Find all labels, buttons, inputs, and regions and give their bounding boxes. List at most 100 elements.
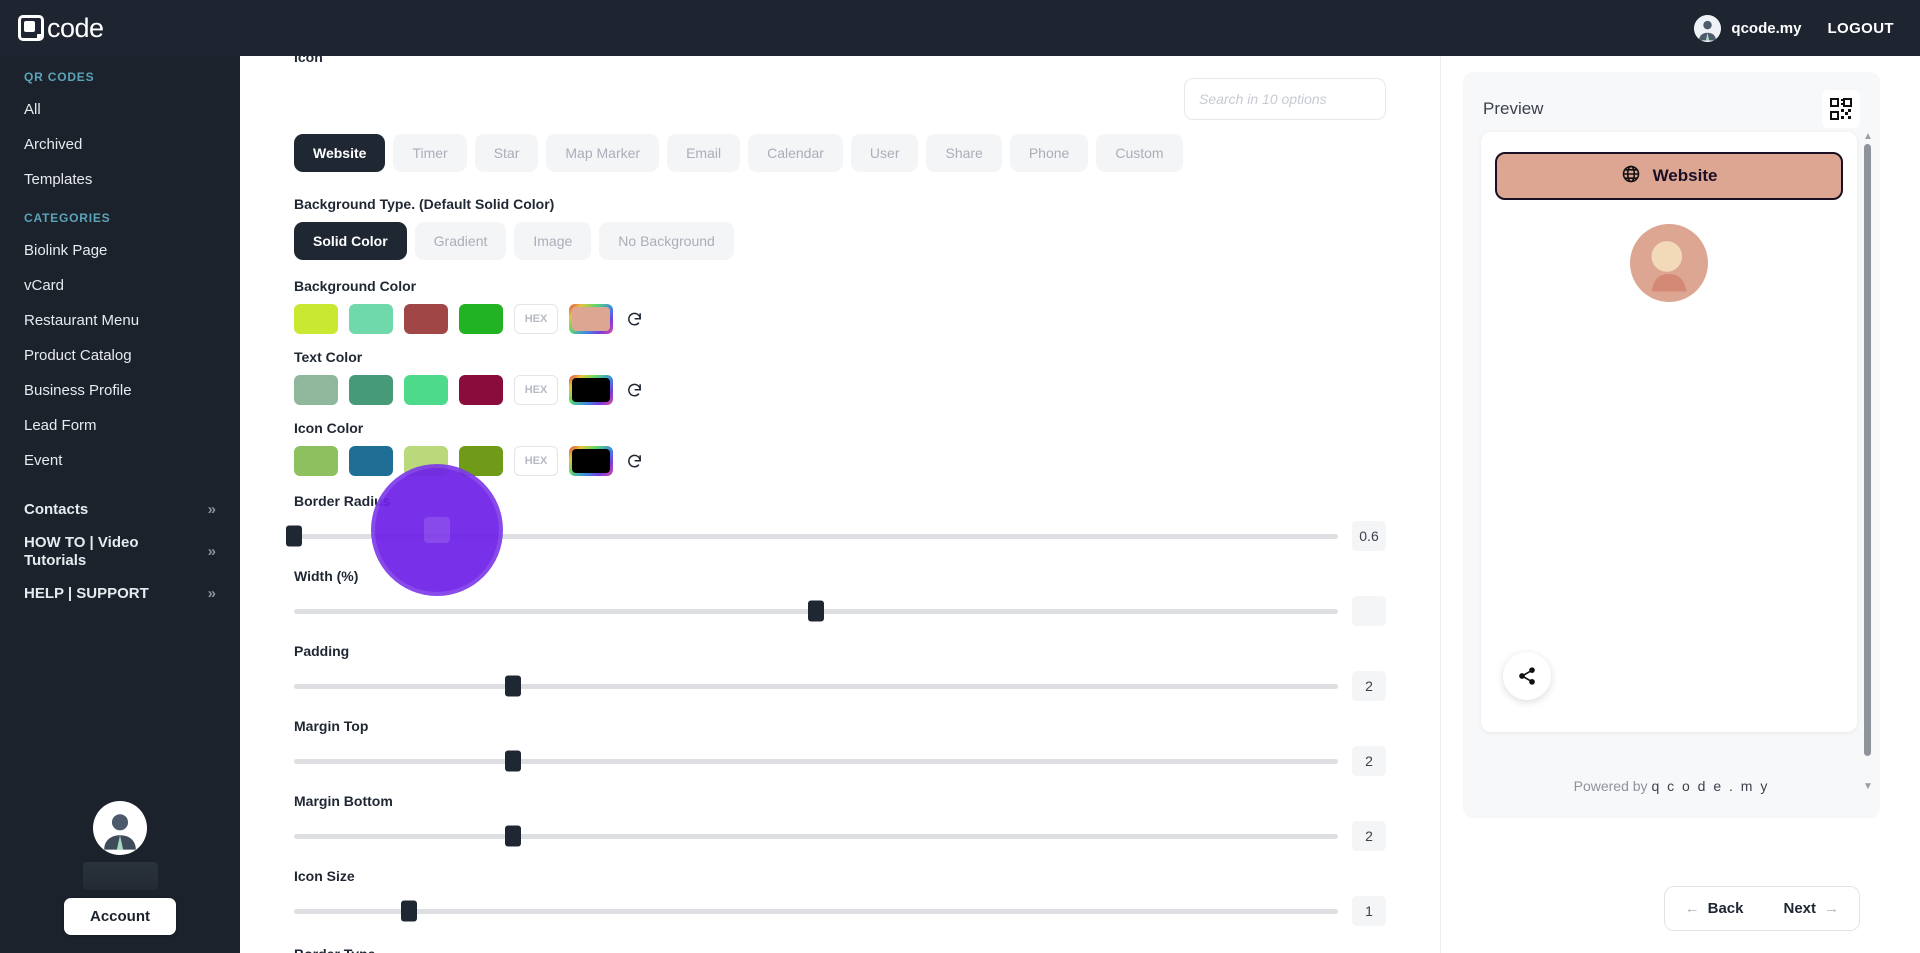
icon-swatch-1[interactable] bbox=[294, 446, 338, 476]
icon-size-thumb[interactable] bbox=[400, 900, 417, 922]
icon-option-map-marker[interactable]: Map Marker bbox=[546, 134, 660, 172]
icon-size-track[interactable] bbox=[294, 900, 1338, 922]
text-color-picker[interactable] bbox=[569, 375, 613, 405]
sidebar-item-contacts[interactable]: Contacts » bbox=[0, 492, 240, 527]
logo-text: code bbox=[47, 12, 104, 43]
icon-option-website[interactable]: Website bbox=[294, 134, 386, 172]
sidebar-item-label: Product Catalog bbox=[24, 347, 132, 364]
sidebar-item-business-profile[interactable]: Business Profile bbox=[0, 373, 240, 408]
icon-option-timer[interactable]: Timer bbox=[393, 134, 467, 172]
icon-option-star[interactable]: Star bbox=[474, 134, 539, 172]
padding-thumb[interactable] bbox=[505, 675, 522, 697]
sidebar-item-lead-form[interactable]: Lead Form bbox=[0, 408, 240, 443]
sidebar-item-product-catalog[interactable]: Product Catalog bbox=[0, 338, 240, 373]
logout-button[interactable]: LOGOUT bbox=[1827, 19, 1894, 37]
arrow-right-icon: → bbox=[1824, 900, 1839, 917]
icon-swatch-3[interactable] bbox=[404, 446, 448, 476]
back-label: Back bbox=[1707, 900, 1744, 917]
arrow-left-icon: ← bbox=[1684, 900, 1700, 917]
text-color-swatches: HEX bbox=[294, 375, 1386, 405]
icon-color-picker[interactable] bbox=[569, 446, 613, 476]
share-icon bbox=[1519, 667, 1535, 685]
user-chip[interactable]: qcode.my bbox=[1694, 14, 1801, 42]
width-thumb[interactable] bbox=[808, 600, 824, 622]
text-hex-button[interactable]: HEX bbox=[514, 375, 558, 405]
sidebar-item-all[interactable]: All bbox=[0, 92, 240, 127]
icon-option-email[interactable]: Email bbox=[667, 134, 741, 172]
preview-website-button[interactable]: Website bbox=[1495, 152, 1843, 200]
icon-option-calendar[interactable]: Calendar bbox=[748, 134, 843, 172]
text-color-reset-icon[interactable] bbox=[624, 380, 644, 400]
icon-section-label: Icon bbox=[294, 56, 323, 63]
text-swatch-4[interactable] bbox=[459, 375, 503, 405]
sidebar-item-help-support[interactable]: HELP | SUPPORT » bbox=[0, 576, 240, 611]
bg-swatch-4[interactable] bbox=[459, 304, 503, 334]
sidebar-item-restaurant-menu[interactable]: Restaurant Menu bbox=[0, 303, 240, 338]
sidebar-divider bbox=[0, 478, 240, 492]
icon-option-share[interactable]: Share bbox=[926, 134, 1002, 172]
width-track[interactable] bbox=[294, 600, 1338, 622]
sidebar-item-vcard[interactable]: vCard bbox=[0, 268, 240, 303]
sidebar-item-how-to-video-tutorials[interactable]: HOW TO | Video Tutorials » bbox=[0, 527, 240, 576]
share-button[interactable] bbox=[1503, 652, 1551, 700]
next-button[interactable]: Next → bbox=[1763, 887, 1859, 930]
text-swatch-2[interactable] bbox=[349, 375, 393, 405]
padding-value: 2 bbox=[1352, 671, 1386, 701]
scrollbar-thumb[interactable] bbox=[1864, 144, 1871, 756]
border-radius-track[interactable] bbox=[286, 525, 1338, 547]
sidebar-item-label: Archived bbox=[24, 136, 83, 153]
icon-option-custom[interactable]: Custom bbox=[1096, 134, 1183, 172]
bg-hex-button[interactable]: HEX bbox=[514, 304, 558, 334]
slider-border-radius: Border Radius 0.6 bbox=[286, 493, 1386, 551]
bg-color-picker[interactable] bbox=[569, 304, 613, 334]
bg-swatch-3[interactable] bbox=[404, 304, 448, 334]
icon-search-row bbox=[294, 56, 1386, 120]
margin-bottom-thumb[interactable] bbox=[505, 825, 522, 847]
background-type-gradient[interactable]: Gradient bbox=[414, 222, 507, 260]
back-button[interactable]: ← Back bbox=[1664, 887, 1764, 930]
qr-code-button[interactable] bbox=[1822, 90, 1860, 128]
sidebar-item-archived[interactable]: Archived bbox=[0, 127, 240, 162]
icon-option-user[interactable]: User bbox=[850, 134, 919, 172]
sidebar-item-label: Business Profile bbox=[24, 382, 132, 399]
slider-label: Padding bbox=[294, 643, 350, 659]
icon-color-label: Icon Color bbox=[294, 420, 364, 436]
scroll-up-arrow-icon[interactable]: ▲ bbox=[1863, 131, 1873, 142]
text-swatch-3[interactable] bbox=[404, 375, 448, 405]
preview-button-label: Website bbox=[1652, 166, 1718, 185]
search-input[interactable] bbox=[1184, 78, 1386, 120]
border-radius-thumb[interactable] bbox=[286, 525, 302, 547]
icon-swatch-4[interactable] bbox=[459, 446, 503, 476]
margin-top-thumb[interactable] bbox=[505, 750, 522, 772]
margin-bottom-track[interactable] bbox=[294, 825, 1338, 847]
background-type-image[interactable]: Image bbox=[514, 222, 592, 260]
qr-code-icon bbox=[1830, 98, 1852, 120]
sidebar: QR CODES All Archived Templates CATEGORI… bbox=[0, 56, 240, 953]
background-type-no-background[interactable]: No Background bbox=[599, 222, 734, 260]
sidebar-group-qr-codes: QR CODES bbox=[24, 70, 95, 84]
padding-track[interactable] bbox=[294, 675, 1338, 697]
sidebar-item-templates[interactable]: Templates bbox=[0, 162, 240, 197]
sidebar-item-event[interactable]: Event bbox=[0, 443, 240, 478]
sidebar-item-label: Restaurant Menu bbox=[24, 312, 140, 329]
background-type-solid-color[interactable]: Solid Color bbox=[294, 222, 407, 260]
bg-swatch-2[interactable] bbox=[349, 304, 393, 334]
icon-option-phone[interactable]: Phone bbox=[1009, 134, 1089, 172]
next-label: Next bbox=[1783, 900, 1816, 917]
app-logo[interactable]: code bbox=[0, 13, 240, 44]
bg-color-reset-icon[interactable] bbox=[624, 309, 644, 329]
preview-avatar bbox=[1630, 224, 1708, 302]
sidebar-item-biolink-page[interactable]: Biolink Page bbox=[0, 233, 240, 268]
bg-swatch-1[interactable] bbox=[294, 304, 338, 334]
preview-scrollbar[interactable]: ▲ ▼ bbox=[1862, 132, 1874, 792]
text-swatch-1[interactable] bbox=[294, 375, 338, 405]
preview-screen: Website bbox=[1481, 132, 1857, 732]
icon-hex-button[interactable]: HEX bbox=[514, 446, 558, 476]
powered-brand: q c o d e . m y bbox=[1651, 778, 1770, 794]
icon-color-reset-icon[interactable] bbox=[624, 451, 644, 471]
account-button[interactable]: Account bbox=[64, 898, 176, 935]
icon-swatch-2[interactable] bbox=[349, 446, 393, 476]
margin-top-track[interactable] bbox=[294, 750, 1338, 772]
scroll-down-arrow-icon[interactable]: ▼ bbox=[1863, 781, 1873, 792]
slider-margin-top: Margin Top 2 bbox=[294, 718, 1386, 776]
